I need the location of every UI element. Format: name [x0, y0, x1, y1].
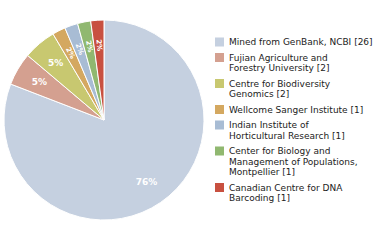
data-label: 2%: [84, 40, 94, 53]
legend-label: Centre for BiodiversityGenomics [2]: [229, 79, 331, 100]
data-label: 76%: [136, 177, 158, 187]
legend-swatch: [215, 53, 224, 62]
legend-label: Indian Institute ofHorticultural Researc…: [229, 120, 345, 141]
legend-swatch: [215, 147, 224, 156]
legend-label: Fujian Agriculture andForestry Universit…: [229, 53, 330, 74]
data-labels: 76%5%5%2%2%2%2%: [32, 39, 157, 187]
pie-slice: [91, 20, 104, 120]
legend-swatch: [215, 79, 224, 88]
chart: 76%5%5%2%2%2%2%Mined from GenBank, NCBI …: [0, 0, 380, 240]
legend-item: Indian Institute ofHorticultural Researc…: [215, 120, 345, 141]
legend-swatch: [215, 105, 224, 114]
legend-swatch: [215, 38, 224, 47]
data-label: 5%: [32, 77, 47, 87]
data-label: 2%: [64, 46, 77, 60]
legend-label: Mined from GenBank, NCBI [26]: [229, 37, 373, 47]
legend-label: Center for Biology andManagement of Popu…: [229, 146, 358, 177]
pie: [4, 20, 204, 220]
legend-item: Fujian Agriculture andForestry Universit…: [215, 53, 330, 74]
legend-item: Centre for BiodiversityGenomics [2]: [215, 79, 331, 100]
data-label: 2%: [74, 42, 85, 56]
pie-slice: [4, 20, 204, 220]
legend-item: Wellcome Sanger Institute [1]: [215, 105, 363, 115]
data-label: 5%: [48, 58, 63, 68]
legend: Mined from GenBank, NCBI [26] Fujian Agri…: [215, 37, 373, 203]
legend-swatch: [215, 121, 224, 130]
legend-item: Center for Biology andManagement of Popu…: [215, 146, 358, 177]
legend-item: Canadian Centre for DNABarcoding [1]: [215, 183, 343, 204]
legend-label: Canadian Centre for DNABarcoding [1]: [229, 183, 343, 204]
pie-slice: [78, 21, 104, 120]
legend-swatch: [215, 183, 224, 192]
legend-label: Wellcome Sanger Institute [1]: [229, 105, 363, 115]
data-label: 2%: [95, 39, 104, 51]
legend-item: Mined from GenBank, NCBI [26]: [215, 37, 373, 47]
